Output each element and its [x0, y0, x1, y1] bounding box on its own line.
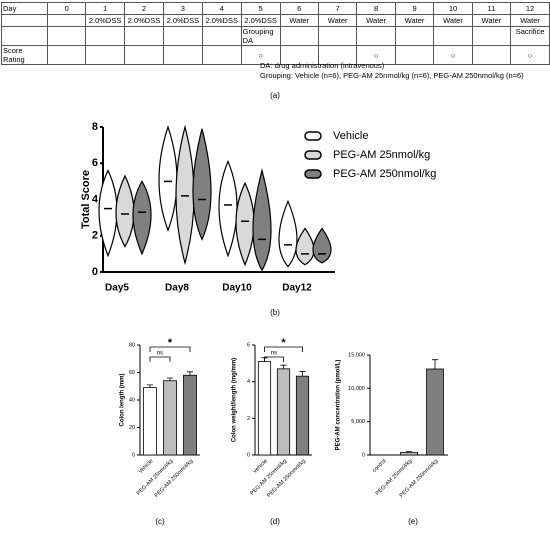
table-cell: Grouping DA: [240, 26, 281, 46]
error-bar: [147, 384, 153, 388]
panel-label: (c): [155, 517, 165, 526]
significance-label: ns: [271, 351, 277, 357]
error-bar: [280, 364, 287, 369]
table-cell: [394, 45, 435, 65]
violin: [132, 180, 152, 256]
x-tick-label: PEG-AM 250nmol/kg: [154, 458, 195, 499]
legend-swatch: [304, 131, 322, 141]
violin: [175, 124, 195, 266]
table-cell: [47, 45, 87, 65]
bar: [400, 451, 418, 456]
violin: [218, 159, 238, 258]
schedule-table: Day 0 1 2 3 4 5 6 7 8 9 10 11 12 2.0%DSS 2.0%DSS 2.0%DSS…: [0, 2, 550, 65]
panel-label: (d): [270, 517, 280, 526]
y-tick-label: 4: [92, 193, 99, 205]
violin: [252, 168, 272, 272]
legend-swatch: [304, 150, 322, 160]
error-bar: [406, 451, 412, 453]
bar: [183, 374, 197, 456]
panel-label: (a): [270, 91, 280, 100]
significance-bracket: [264, 356, 284, 362]
y-tick-label: 4: [247, 379, 250, 385]
x-tick-label: Day10: [222, 283, 252, 294]
y-tick-label: 0: [247, 452, 250, 458]
table-cell: Water: [317, 14, 358, 27]
x-tick-label: Day5: [105, 283, 129, 294]
y-tick-label: 20: [129, 425, 135, 431]
error-bar: [299, 371, 306, 377]
y-tick-label: 0: [92, 266, 98, 278]
bar: [143, 387, 157, 456]
x-tick-label: Day12: [282, 283, 312, 294]
error-bar: [432, 359, 438, 369]
x-tick-label: Vehicle: [138, 458, 155, 475]
table-cell: Score Rating: [0, 45, 49, 65]
y-tick-label: 80: [129, 342, 135, 348]
significance-bracket: [149, 356, 171, 362]
y-tick-label: 40: [129, 397, 135, 403]
x-tick-label: Day8: [165, 283, 189, 294]
table-row: Day 0 1 2 3 4 5 6 7 8 9 10 11 12: [0, 2, 550, 15]
table-cell: ○: [510, 45, 550, 65]
y-axis-title: Colon weight/length (mg/mm): [232, 358, 238, 442]
error-bar: [167, 377, 173, 381]
bar: [276, 368, 291, 456]
table-row: Grouping DA Sacrifice: [0, 26, 550, 46]
significance-bracket: [149, 346, 191, 352]
note: Grouping: Vehicle (n=6), PEG-AM 25nmol/k…: [260, 71, 524, 80]
y-axis-title: Colon length (mm): [120, 374, 126, 427]
y-axis-title: Total Score: [80, 170, 92, 229]
y-axis-title: PEG-AM concentration (pmol/L): [336, 360, 342, 451]
y-tick-label: 15,000: [348, 352, 365, 358]
legend-label: Vehicle: [333, 130, 368, 142]
table-cell: 9: [394, 2, 435, 15]
x-tick-label: PEG-AM 250nmol/kg: [266, 458, 307, 499]
x-tick-label: Vehicle: [252, 458, 269, 475]
significance-label: *: [281, 337, 286, 349]
panel-label: (b): [270, 308, 280, 317]
violin: [98, 169, 118, 258]
y-tick-label: 10,000: [348, 386, 365, 392]
table-row: Score Rating ○ ○ ○ ○: [0, 45, 550, 65]
bar: [257, 361, 272, 456]
violin: [192, 128, 212, 241]
bar: [426, 368, 444, 456]
y-tick-label: 5,000: [351, 419, 365, 425]
y-tick-label: 2: [92, 230, 98, 242]
table-cell: 12: [510, 2, 550, 15]
significance-label: ns: [157, 351, 163, 357]
x-tick-label: control: [372, 458, 388, 474]
panel-label: (e): [408, 517, 418, 526]
table-cell: [317, 45, 358, 65]
violin: [115, 174, 135, 248]
legend-swatch: [304, 169, 322, 179]
significance-bracket: [264, 346, 303, 352]
table-cell: ○: [433, 45, 473, 65]
table-cell: [471, 45, 512, 65]
violin: [312, 227, 332, 264]
table-cell: [279, 45, 319, 65]
bar: [295, 375, 310, 456]
legend-label: PEG-AM 250nmol/kg: [333, 168, 436, 180]
y-tick-label: 2: [247, 416, 250, 422]
y-tick-label: 60: [129, 370, 135, 376]
violin: [278, 199, 298, 268]
bar: [163, 380, 177, 456]
y-tick-label: 6: [92, 157, 98, 169]
violin: [158, 125, 178, 233]
violin: [295, 227, 315, 266]
y-tick-label: 8: [92, 121, 98, 133]
significance-label: *: [168, 337, 173, 349]
x-tick-label: PEG-AM 25nmol/kg: [136, 458, 175, 497]
violin: [235, 181, 255, 267]
y-tick-label: 0: [132, 452, 135, 458]
error-bar: [187, 371, 193, 376]
y-tick-label: 0: [362, 452, 365, 458]
y-tick-label: 6: [247, 342, 250, 348]
legend-label: PEG-AM 25nmol/kg: [333, 149, 430, 161]
table-cell: ○: [356, 45, 396, 65]
note: DA: drug administration (intravenous): [260, 61, 385, 70]
